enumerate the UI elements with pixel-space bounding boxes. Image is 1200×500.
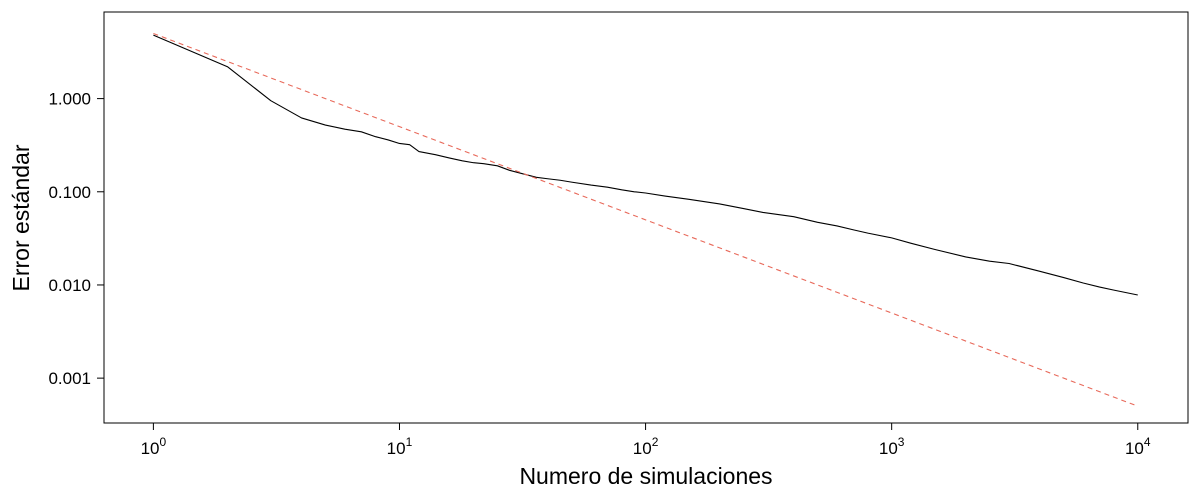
x-axis-title: Numero de simulaciones — [519, 463, 772, 489]
x-tick-label: 104 — [1125, 435, 1151, 458]
y-tick-label: 1.000 — [48, 90, 91, 109]
standard-error-series — [153, 34, 1138, 296]
x-tick-label: 101 — [387, 435, 413, 458]
x-tick-label: 100 — [141, 435, 167, 458]
reference-line-series — [153, 32, 1138, 407]
y-tick-label: 0.100 — [48, 183, 91, 202]
y-axis: 1.000 0.100 0.010 0.001 — [48, 90, 104, 388]
x-axis: 100 101 102 103 104 — [141, 423, 1151, 458]
plot-panel — [103, 11, 1189, 424]
y-tick-label: 0.001 — [48, 369, 91, 388]
y-axis-title: Error estándar — [8, 144, 34, 291]
x-tick-label: 103 — [879, 435, 905, 458]
series-layer — [153, 32, 1138, 407]
x-tick-label: 102 — [633, 435, 659, 458]
y-tick-label: 0.010 — [48, 276, 91, 295]
